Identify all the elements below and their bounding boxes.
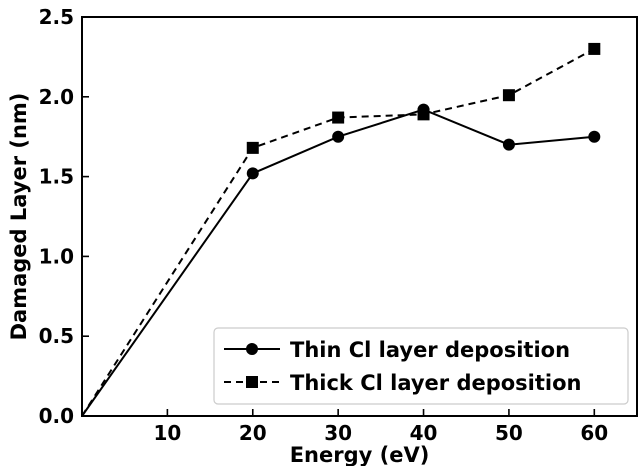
ticks: 10 20 30 40 50 60 0.0 0.5 1.0 1.5 2.0 2.5 bbox=[39, 5, 609, 445]
series-line-1 bbox=[81, 48, 595, 417]
legend-marker-thick bbox=[246, 376, 258, 388]
y-tick-label: 2.5 bbox=[39, 5, 74, 29]
plot-marks bbox=[81, 42, 601, 417]
y-tick-label: 2.0 bbox=[39, 85, 74, 109]
x-tick-label: 30 bbox=[324, 421, 352, 445]
legend-box bbox=[213, 327, 629, 405]
data-point-thin bbox=[332, 130, 345, 143]
y-tick-label: 1.5 bbox=[39, 165, 74, 189]
y-axis-label: Damaged Layer (nm) bbox=[7, 93, 31, 341]
data-point-thick bbox=[246, 141, 259, 154]
data-point-thick bbox=[588, 42, 601, 55]
legend-entry-thick: Thick Cl layer deposition bbox=[290, 371, 582, 395]
x-tick-label: 20 bbox=[239, 421, 267, 445]
x-tick-label: 10 bbox=[153, 421, 181, 445]
legend-entry-thin: Thin Cl layer deposition bbox=[290, 338, 570, 362]
x-tick-label: 40 bbox=[410, 421, 438, 445]
data-point-thick bbox=[332, 111, 345, 124]
data-point-thin bbox=[588, 130, 601, 143]
data-point-thick bbox=[417, 108, 430, 121]
data-point-thin bbox=[502, 138, 515, 151]
x-axis-label: Energy (eV) bbox=[290, 443, 430, 466]
legend-marker-thin bbox=[246, 343, 258, 355]
plot-frame bbox=[81, 16, 638, 417]
data-point-thin bbox=[246, 167, 259, 180]
x-tick-label: 60 bbox=[580, 421, 608, 445]
y-tick-label: 1.0 bbox=[39, 244, 74, 268]
legend: Thin Cl layer deposition Thick Cl layer … bbox=[213, 327, 629, 405]
data-point-thick bbox=[502, 89, 515, 102]
x-tick-label: 50 bbox=[495, 421, 523, 445]
y-tick-label: 0.5 bbox=[39, 324, 74, 348]
y-tick-label: 0.0 bbox=[39, 404, 74, 428]
series-line-0 bbox=[81, 108, 595, 417]
